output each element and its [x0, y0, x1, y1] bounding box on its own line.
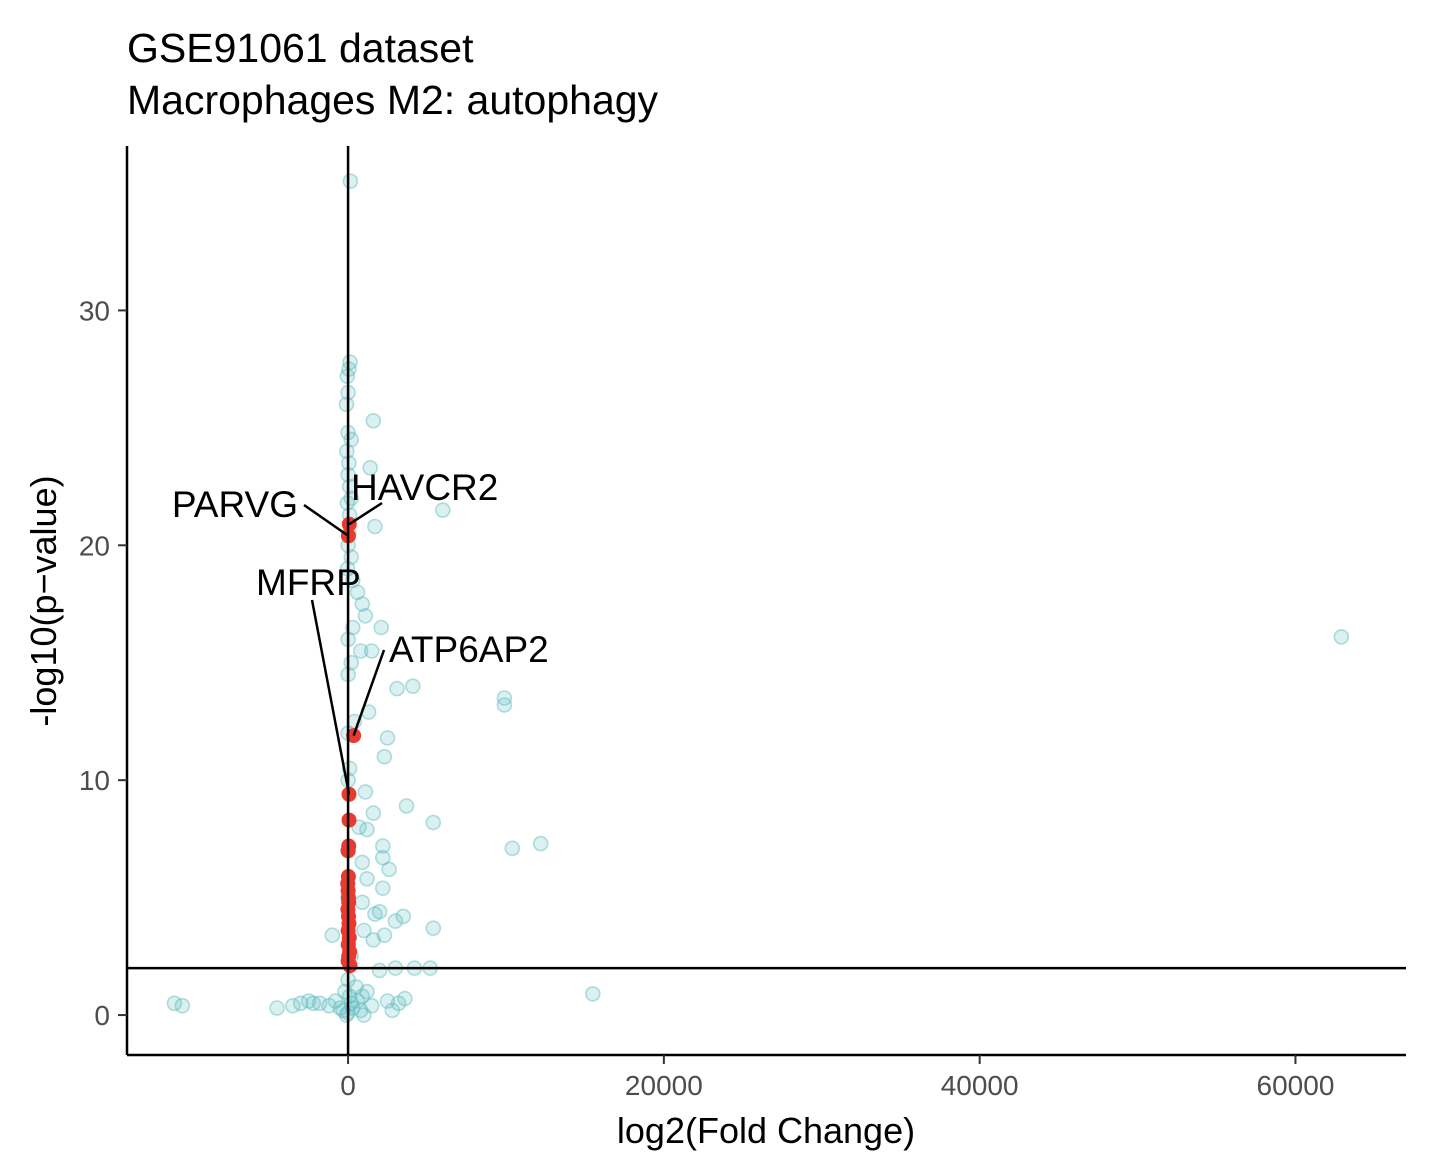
data-point	[374, 849, 391, 866]
chart-title: GSE91061 dataset	[127, 25, 474, 71]
x-tick-label: 0	[340, 1070, 356, 1101]
data-point	[335, 1002, 352, 1019]
x-tick-label: 20000	[625, 1070, 703, 1101]
data-point	[389, 680, 405, 697]
y-tick-label: 0	[94, 1000, 110, 1031]
data-point	[324, 927, 341, 944]
data-point	[373, 619, 390, 636]
data-point	[166, 995, 183, 1012]
data-point	[1333, 629, 1350, 645]
data-point	[321, 997, 337, 1014]
data-point	[397, 990, 413, 1007]
data-point	[374, 880, 391, 897]
data-point	[343, 995, 360, 1012]
data-point	[342, 173, 359, 189]
gene-label: PARVG	[172, 484, 298, 525]
data-point	[357, 784, 374, 800]
data-point	[284, 997, 301, 1014]
data-point	[341, 760, 358, 777]
data-point	[365, 932, 382, 948]
data-point	[496, 690, 513, 706]
data-point	[352, 643, 369, 659]
data-point	[342, 354, 358, 370]
gene-label: HAVCR2	[351, 467, 498, 508]
data-point	[374, 838, 391, 854]
data-point	[390, 995, 407, 1012]
data-point	[365, 412, 382, 429]
data-point	[354, 854, 371, 871]
data-point	[354, 894, 371, 911]
data-point	[357, 607, 374, 624]
data-point	[363, 643, 380, 659]
data-point	[338, 396, 355, 413]
labels-layer: PARVG HAVCR2 MFRP ATP6AP2	[172, 467, 549, 795]
gene-label: MFRP	[256, 562, 361, 603]
data-point	[584, 986, 601, 1002]
data-point	[352, 1002, 369, 1019]
lines-layer	[127, 146, 1406, 1055]
data-point	[305, 995, 322, 1012]
axes-layer: 0 20000 40000 60000 0 10 20 30	[79, 146, 1406, 1101]
data-point	[376, 927, 393, 944]
data-point	[292, 995, 309, 1012]
data-point	[434, 502, 451, 518]
label-leader-line	[303, 503, 350, 537]
highlight-point	[342, 958, 358, 974]
label-leader-line	[352, 649, 386, 737]
data-point	[371, 903, 388, 920]
data-point	[269, 1000, 285, 1016]
data-point	[398, 798, 415, 814]
data-point	[532, 835, 549, 852]
data-point	[338, 443, 355, 460]
data-point	[359, 821, 375, 838]
data-point	[504, 840, 521, 857]
data-point	[365, 805, 382, 821]
data-point	[341, 478, 358, 495]
data-point	[425, 814, 442, 831]
data-point	[371, 962, 388, 979]
x-axis-title: log2(Fold Change)	[617, 1110, 915, 1151]
data-point	[338, 1007, 355, 1023]
data-point	[351, 819, 367, 836]
gene-label: ATP6AP2	[389, 629, 549, 670]
data-point	[395, 908, 412, 925]
data-point	[384, 1002, 401, 1019]
data-point	[311, 995, 328, 1012]
points-layer	[166, 173, 1350, 1023]
data-point	[363, 997, 380, 1014]
data-point	[376, 748, 393, 765]
data-point	[359, 983, 375, 1000]
y-axis-title: -log10(p−value)	[23, 475, 64, 726]
x-tick-label: 40000	[941, 1070, 1019, 1101]
data-point	[387, 913, 404, 929]
label-leader-line	[348, 501, 383, 526]
data-point	[404, 678, 421, 695]
data-point	[367, 518, 383, 535]
y-tick-label: 10	[79, 765, 110, 796]
data-point	[356, 922, 372, 939]
data-point	[349, 584, 366, 601]
data-point	[354, 596, 371, 612]
data-point	[341, 988, 358, 1005]
data-point	[349, 993, 366, 1009]
data-point	[379, 993, 396, 1009]
y-tick-label: 30	[79, 295, 110, 326]
y-tick-label: 20	[79, 530, 110, 561]
data-point	[381, 861, 397, 878]
data-point	[174, 997, 191, 1014]
data-point	[356, 1007, 372, 1023]
data-point	[359, 870, 375, 887]
x-tick-label: 60000	[1257, 1070, 1335, 1101]
data-point	[425, 920, 442, 937]
data-point	[379, 730, 396, 746]
data-point	[367, 906, 383, 922]
data-point	[327, 993, 344, 1009]
data-point	[354, 988, 371, 1005]
data-point	[362, 459, 379, 476]
chart-subtitle: Macrophages M2: autophagy	[127, 77, 659, 123]
data-point	[496, 697, 513, 713]
data-point	[300, 993, 317, 1009]
label-leader-line	[310, 599, 351, 795]
